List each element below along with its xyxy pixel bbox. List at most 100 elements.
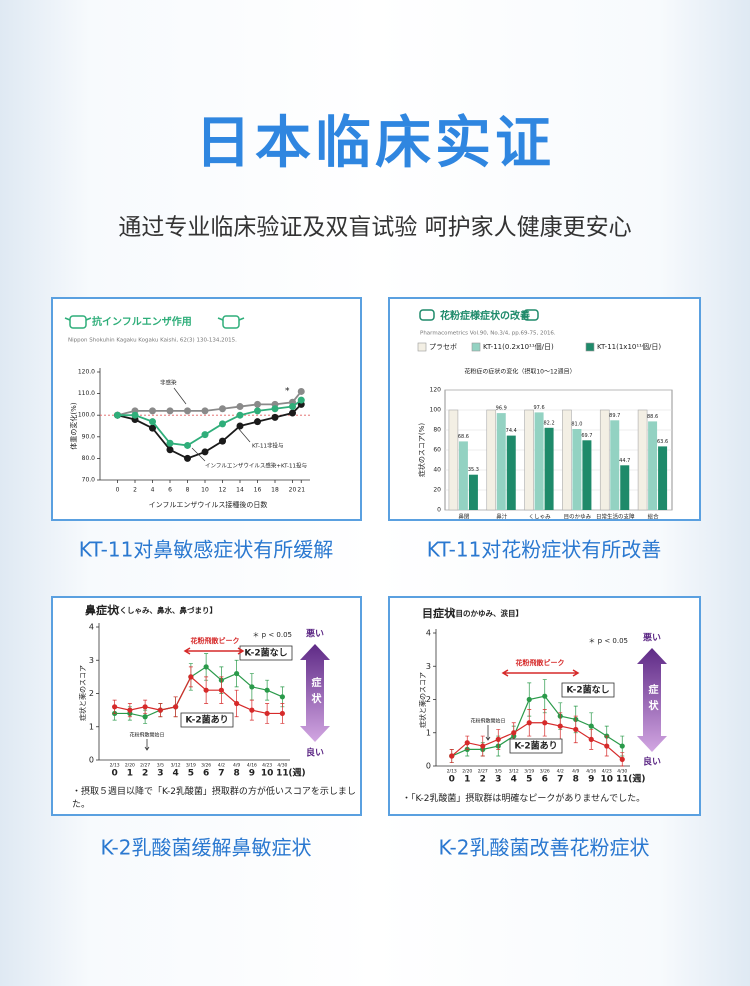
data-point [218,687,224,693]
series-label: K-2菌あり [185,714,228,726]
data-point [573,726,579,733]
data-point [201,407,209,415]
data-point [184,407,191,415]
value-label: 74.4 [506,428,517,434]
data-point [142,714,148,720]
start-arrow [144,739,150,751]
data-point [131,411,139,419]
series-label-arrow [173,387,187,405]
chart-subtitle: Pharmacometrics Vol.90, No.3/4, pp.69-75… [420,331,556,337]
data-point [188,674,194,680]
x-tick-label: 4 [172,769,178,779]
data-point [271,413,279,421]
value-label: 35.3 [468,467,479,473]
x-axis-label: インフルエンザウイルス接種後の日数 [149,500,268,509]
data-point [127,707,133,713]
value-label: 89.7 [609,413,620,419]
y-tick-label: 4 [426,629,431,638]
x-date-label: 2/20 [125,763,135,769]
data-point [264,687,270,693]
data-point [588,723,594,729]
data-point [526,696,532,703]
data-point [619,756,625,762]
data-point [480,743,486,749]
x-date-label: 3/19 [186,763,196,769]
legend-swatch [417,342,427,352]
bar [544,427,554,510]
x-tick-label: 鼻閉 [458,513,470,521]
y-tick-label: 120.0 [78,369,95,376]
x-tick-label: 3 [157,769,163,779]
x-tick-label: 0 [111,769,117,779]
bar [496,413,506,510]
x-tick-label: 7 [557,775,563,785]
data-point [236,411,244,419]
x-tick-label: 5 [188,769,194,779]
x-tick-label: 9 [249,769,255,779]
bar [448,409,459,511]
x-tick-label: 4 [151,487,155,494]
data-point [201,448,209,456]
legend-label: KT-11(0.2x10¹¹個/日) [483,342,554,351]
series-label: KT-11非投与 [252,442,284,450]
data-point [271,405,279,413]
data-point [297,387,305,395]
y-axis-label: 症状のスコア(%) [417,423,426,477]
x-tick-label: 8 [233,769,239,779]
footnote: ・摂取５週目以降で「K-2乳酸菌」摂取群の方が低いスコアを示しました。 [72,787,356,810]
series-label: 非感染 [160,379,177,387]
data-point [203,687,209,693]
series-label: K-2菌なし [244,647,287,659]
x-date-label: 2/13 [110,763,120,769]
data-point [542,720,548,726]
data-point [557,723,563,729]
x-tick-label: 3 [495,775,501,785]
x-date-label: 3/12 [509,769,519,775]
series-label-box [509,738,563,754]
scale-top: 悪い [643,633,661,644]
bar [506,435,516,510]
data-point [619,743,625,749]
x-date-label: 3/12 [171,763,181,769]
x-tick-label: 日常生活の支障 [596,513,635,521]
x-unit: (週) [628,774,645,785]
start-label: 花粉飛散開始日 [470,718,505,725]
x-tick-label: 14 [236,487,244,494]
value-label: 69.7 [581,433,592,439]
x-tick-label: 16 [254,487,262,494]
bar [648,421,658,510]
x-date-label: 4/16 [247,763,257,769]
y-tick-label: 2 [89,689,94,698]
x-date-label: 4/23 [602,769,612,775]
y-tick-label: 0 [426,762,431,771]
data-point [495,736,501,743]
scale-arrow [637,648,667,752]
scale-middle: 症状 [309,676,321,709]
y-tick-label: 4 [89,623,94,632]
x-tick-label: 0 [449,775,455,785]
data-point [526,720,532,726]
peak-label: 花粉飛散ピーク [516,658,565,667]
x-tick-label: 総合 [648,513,660,521]
data-point [264,710,270,717]
data-point [203,664,209,670]
data-point [114,411,121,419]
start-label: 花粉飛散開始日 [129,732,164,739]
data-point [201,431,209,439]
value-label: 96.9 [496,406,507,412]
x-tick-label: 10 [600,775,613,785]
x-date-label: 4/9 [233,763,240,769]
x-tick-label: 4 [511,775,517,785]
x-date-label: 3/5 [157,763,164,769]
data-point [511,730,517,736]
data-point [166,407,174,415]
data-point [142,704,148,710]
x-tick-label: 2 [480,775,486,785]
data-point [604,743,610,749]
x-date-label: 3/19 [524,769,534,775]
legend-swatch [585,342,595,352]
x-date-label: 4/2 [218,763,225,769]
x-date-label: 4/2 [557,769,564,775]
series-label-box [180,712,234,728]
x-tick-label: くしゃみ [529,514,552,521]
